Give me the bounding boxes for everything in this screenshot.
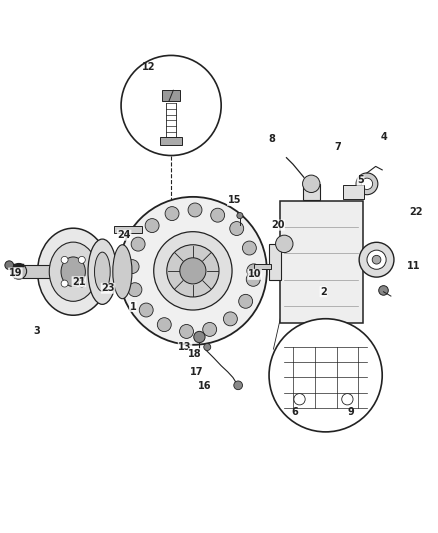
Bar [343,185,364,199]
Circle shape [239,294,253,308]
Text: 8: 8 [268,134,276,144]
Circle shape [242,241,256,255]
Circle shape [128,282,142,297]
Circle shape [139,303,153,317]
Circle shape [78,256,85,263]
Bar [269,244,281,280]
Circle shape [294,393,305,405]
Circle shape [180,325,194,338]
Ellipse shape [61,257,85,287]
Text: 1: 1 [130,302,136,312]
Text: 23: 23 [101,283,115,293]
Ellipse shape [49,242,97,301]
Text: 6: 6 [291,407,298,417]
Circle shape [247,264,261,278]
Circle shape [269,319,382,432]
Circle shape [230,222,244,236]
Ellipse shape [88,239,117,304]
Circle shape [359,243,394,277]
Circle shape [342,393,353,405]
Circle shape [61,280,68,287]
Text: 16: 16 [198,381,212,391]
Circle shape [234,381,243,390]
Bar [254,264,271,269]
Text: 11: 11 [407,261,421,271]
Circle shape [237,213,243,219]
Text: 12: 12 [142,62,155,72]
Text: 22: 22 [409,207,423,217]
Circle shape [121,55,221,156]
Circle shape [367,250,386,269]
Text: 21: 21 [72,277,85,287]
Circle shape [131,237,145,251]
Circle shape [188,203,202,217]
Text: 20: 20 [271,220,285,230]
Text: 4: 4 [380,132,387,142]
Circle shape [356,173,378,195]
Bar [303,184,320,200]
Circle shape [154,232,232,310]
Ellipse shape [95,252,110,292]
Circle shape [211,208,225,222]
Circle shape [372,255,381,264]
Bar [14,265,61,278]
Circle shape [167,245,219,297]
Text: 5: 5 [357,175,364,185]
Circle shape [203,322,217,336]
Bar [162,90,180,101]
Text: 9: 9 [347,407,354,417]
Text: 2: 2 [320,287,327,297]
Circle shape [276,235,293,253]
Text: 7: 7 [334,142,341,152]
Circle shape [125,260,139,273]
Text: 10: 10 [248,269,261,279]
Circle shape [303,175,320,192]
Circle shape [194,332,205,343]
Circle shape [5,261,14,270]
Ellipse shape [113,245,132,298]
Bar [114,227,142,232]
Bar [280,201,363,323]
Text: 3: 3 [34,326,40,336]
Circle shape [119,197,267,345]
Circle shape [165,207,179,221]
Bar [160,137,182,145]
Circle shape [246,272,260,286]
Circle shape [11,263,27,279]
Circle shape [223,312,237,326]
Text: 13: 13 [178,342,192,352]
Circle shape [78,280,85,287]
Circle shape [379,286,389,295]
Circle shape [204,344,211,351]
Circle shape [157,318,171,332]
Circle shape [145,219,159,232]
Text: 15: 15 [227,196,241,205]
Circle shape [180,258,206,284]
Text: 18: 18 [188,349,202,359]
Circle shape [61,256,68,263]
Circle shape [361,178,373,189]
Text: 24: 24 [117,230,131,240]
Text: 19: 19 [9,268,22,278]
Ellipse shape [38,228,109,315]
Text: 17: 17 [190,367,203,377]
